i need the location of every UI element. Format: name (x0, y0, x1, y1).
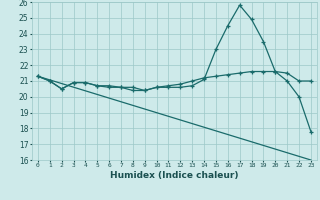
X-axis label: Humidex (Indice chaleur): Humidex (Indice chaleur) (110, 171, 239, 180)
